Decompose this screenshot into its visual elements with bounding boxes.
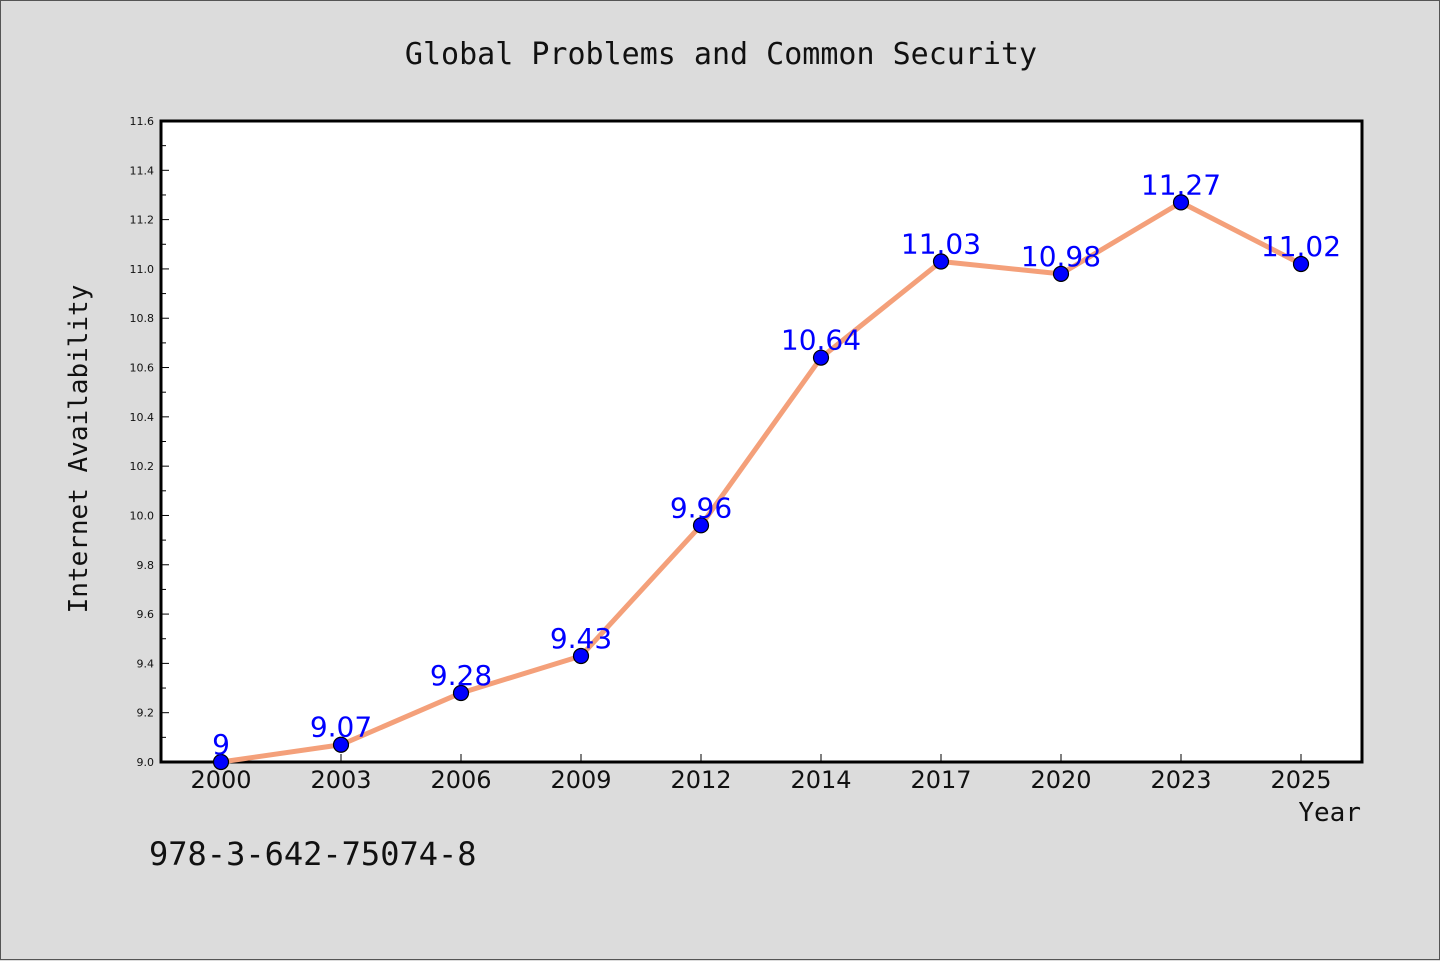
- x-tick-label: 2014: [790, 766, 851, 794]
- isbn-footer: 978-3-642-75074-8: [149, 835, 477, 873]
- data-label: 11.02: [1261, 230, 1341, 263]
- data-point: [452, 684, 470, 702]
- data-point: [1292, 255, 1310, 273]
- series-line: [218, 199, 1304, 765]
- x-tick-label: 2025: [1270, 766, 1331, 794]
- data-point: [1172, 194, 1190, 211]
- x-tick-label: 2006: [430, 766, 491, 794]
- x-tick-label: 2012: [670, 766, 731, 794]
- series-layer: [212, 194, 1310, 771]
- y-tick-label: 9.2: [137, 707, 155, 720]
- y-tick-label: 9.6: [137, 608, 155, 621]
- data-label: 9.28: [430, 659, 492, 692]
- data-label: 9.43: [550, 622, 612, 655]
- y-tick-label: 10.2: [130, 460, 155, 473]
- y-tick-label: 9.0: [137, 756, 155, 769]
- y-tick-label: 9.4: [137, 657, 155, 670]
- data-label: 9.07: [310, 711, 372, 744]
- y-tick-label: 9.8: [137, 559, 155, 572]
- data-point: [1052, 265, 1070, 282]
- data-label: 9.96: [670, 491, 732, 524]
- x-tick-label: 2023: [1150, 766, 1211, 794]
- y-axis-title: Internet Availability: [64, 285, 94, 614]
- y-tick-label: 11.6: [130, 115, 155, 128]
- y-tick-label: 10.6: [130, 362, 155, 375]
- x-tick-label: 2020: [1030, 766, 1091, 794]
- x-tick-label: 2000: [190, 766, 251, 794]
- y-tick-label: 10.0: [130, 509, 155, 522]
- y-tick-label: 10.8: [130, 312, 155, 325]
- y-tick-label: 11.0: [130, 263, 155, 276]
- data-label: 11.03: [901, 228, 981, 261]
- data-label: 11.27: [1141, 168, 1221, 201]
- data-point: [332, 736, 350, 753]
- data-point: [572, 647, 590, 665]
- data-label: 9: [212, 728, 230, 761]
- y-tick-label: 11.2: [130, 214, 155, 227]
- x-axis: 2000 2003 2006 2009 2012 2014 2017 2020 2023 2025: [190, 754, 1332, 794]
- data-label: 10.98: [1021, 240, 1101, 273]
- x-axis-title: Year: [1298, 798, 1361, 828]
- y-tick-label: 10.4: [130, 411, 155, 424]
- data-point: [212, 753, 230, 771]
- y-axis: 9.0 9.2 9.4 9.6 9.8 10.0 10.2 10.4 10.6 10.8 11.0 1…: [130, 115, 169, 769]
- chart-title: Global Problems and Common Security: [405, 37, 1037, 72]
- data-point: [692, 517, 710, 534]
- x-tick-label: 2009: [550, 766, 611, 794]
- x-tick-label: 2017: [910, 766, 971, 794]
- y-tick-label: 11.4: [130, 164, 155, 177]
- data-point: [812, 349, 830, 366]
- data-label-layer: 9 9.07 9.28 9.43 9.96 10.64 11.03 10.98 11.27 11.…: [212, 168, 1341, 761]
- data-point: [932, 253, 950, 270]
- data-label: 10.64: [781, 324, 861, 357]
- x-tick-label: 2003: [310, 766, 371, 794]
